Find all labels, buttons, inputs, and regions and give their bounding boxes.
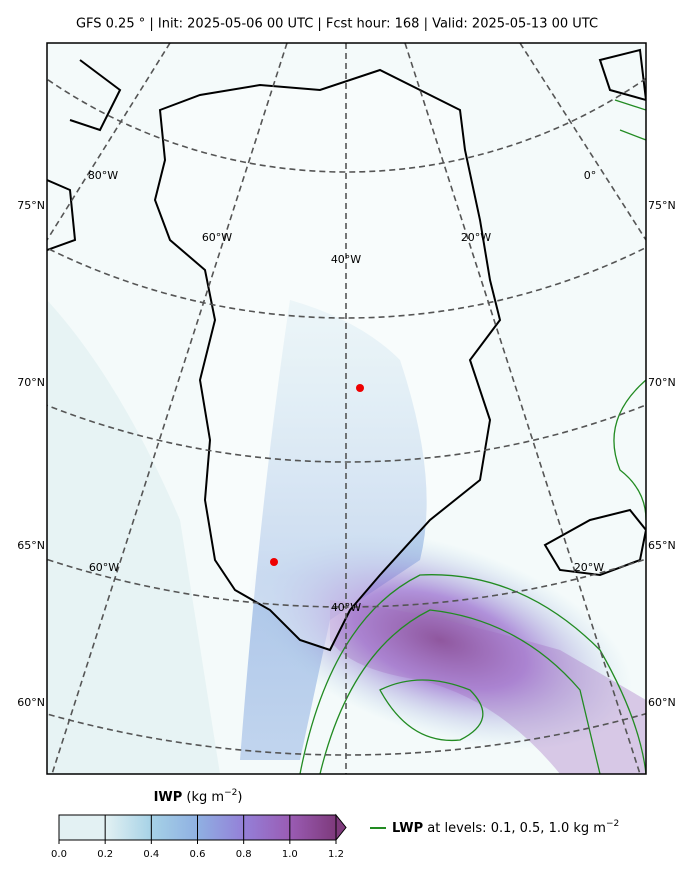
marker xyxy=(356,384,364,392)
legend-name: LWP xyxy=(392,821,423,836)
colorbar-tick-label: 1.0 xyxy=(282,849,298,860)
ice-field xyxy=(330,600,646,774)
title: GFS 0.25 ° | Init: 2025-05-06 00 UTC | F… xyxy=(76,17,598,32)
lon-label: 40°W xyxy=(331,253,361,266)
lon-label: 40°W xyxy=(331,601,361,614)
coastline xyxy=(69,59,122,132)
legend-text: LWP at levels: 0.1, 0.5, 1.0 kg m−2 xyxy=(392,819,619,836)
marker xyxy=(270,558,278,566)
map xyxy=(47,43,646,774)
colorbar-segment xyxy=(243,815,290,840)
colorbar-tick-label: 1.2 xyxy=(328,849,344,860)
colorbar-tick-label: 0.8 xyxy=(236,849,252,860)
lon-label: 0° xyxy=(584,169,597,182)
colorbar-segment xyxy=(59,815,106,840)
colorbar-label: IWP (kg m−2) xyxy=(154,788,243,805)
label-exp: −2 xyxy=(224,788,237,798)
lon-label: 20°W xyxy=(461,231,491,244)
labels: 75°N 70°N 65°N 60°N 75°N 70°N 65°N 60°N 80°W 0° 60… xyxy=(17,169,675,709)
lon-label: 20°W xyxy=(574,561,604,574)
lat-label: 70°N xyxy=(17,376,45,389)
colorbar-segment xyxy=(105,815,152,840)
coastline xyxy=(47,179,77,251)
lon-label: 60°W xyxy=(202,231,232,244)
label-bold: IWP xyxy=(154,790,183,805)
lat-label: 70°N xyxy=(648,376,676,389)
map-frame xyxy=(46,42,647,775)
colorbar-tick-label: 0.4 xyxy=(143,849,159,860)
lat-label: 75°N xyxy=(648,199,676,212)
graticule xyxy=(47,43,646,774)
lat-label: 65°N xyxy=(17,539,45,552)
colorbar-tick-label: 0.6 xyxy=(190,849,206,860)
colorbar-extend xyxy=(335,813,347,842)
legend-exp: −2 xyxy=(606,819,619,829)
label-close: ) xyxy=(237,790,242,805)
lon-label: 60°W xyxy=(89,561,119,574)
lwp-contours xyxy=(299,99,646,774)
ice-field xyxy=(247,530,633,750)
colorbar-tick-label: 0.2 xyxy=(97,849,113,860)
colorbar-segment xyxy=(197,815,244,840)
lon-label: 80°W xyxy=(88,169,118,182)
coastline xyxy=(153,68,502,652)
legend-desc: at levels: 0.1, 0.5, 1.0 kg m xyxy=(427,821,606,836)
colorbar-tick-label: 0.0 xyxy=(51,849,67,860)
lat-label: 60°N xyxy=(648,696,676,709)
label-unit: (kg m xyxy=(186,790,224,805)
lat-label: 60°N xyxy=(17,696,45,709)
colorbar-segment xyxy=(151,815,198,840)
colorbar: 0.0 0.2 0.4 0.6 0.8 1.0 1.2 xyxy=(51,813,347,860)
colorbar-segment xyxy=(289,815,336,840)
lat-label: 65°N xyxy=(648,539,676,552)
lat-label: 75°N xyxy=(17,199,45,212)
coastline xyxy=(598,48,646,102)
